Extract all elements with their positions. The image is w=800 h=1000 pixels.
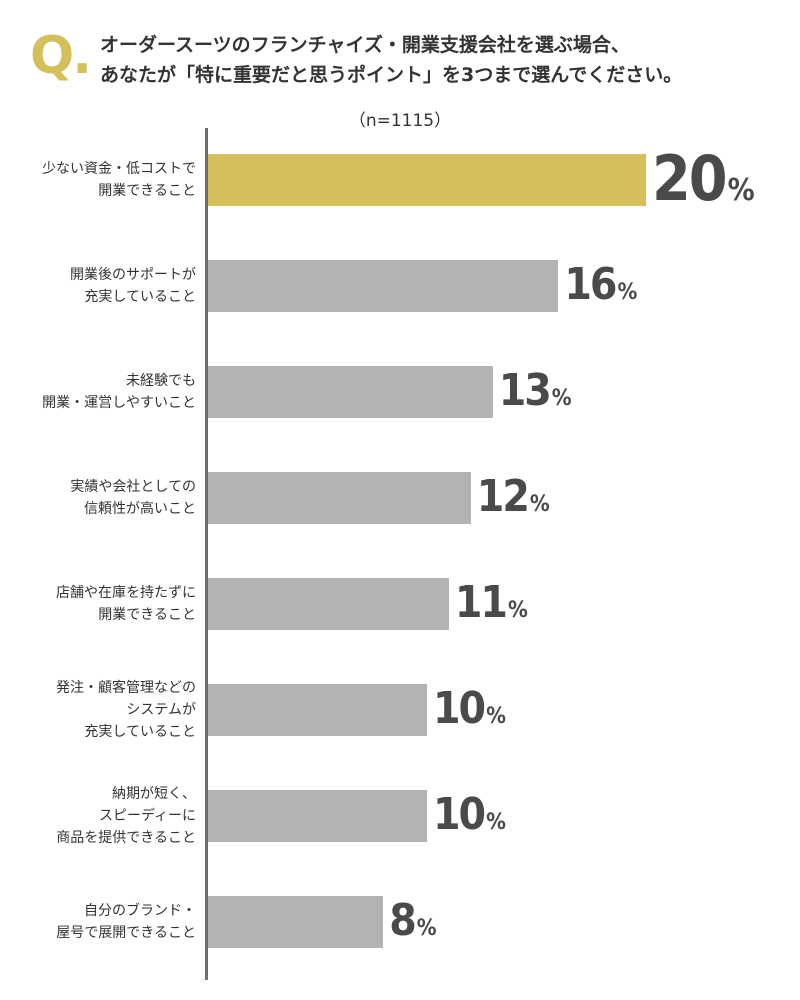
bar [208,472,471,524]
category-label-line: 店舗や在庫を持たずに [56,585,196,601]
value-label: 10% [433,793,506,837]
bar [208,578,449,630]
bar [208,896,384,948]
value-label: 10% [433,687,506,731]
value-unit: % [507,598,528,624]
category-label-line: 商品を提供できること [56,830,196,846]
category-label-line: 納期が短く、 [112,786,196,802]
category-label-line: 充実していること [84,289,196,305]
category-label: 未経験でも開業・運営しやすいこと [0,370,196,414]
category-label: 納期が短く、スピーディーに商品を提供できること [0,783,196,849]
category-label-line: 少ない資金・低コストで [42,161,196,177]
category-label: 店舗や在庫を持たずに開業できること [0,582,196,626]
category-label: 自分のブランド・屋号で展開できること [0,900,196,944]
value-number: 13 [498,365,552,417]
question-text: オーダースーツのフランチャイズ・開業支援会社を選ぶ場合、 あなたが「特に重要だと… [100,30,790,90]
bar [208,684,427,736]
value-label: 16% [564,263,637,307]
question-line-2: あなたが「特に重要だと思うポイント」を3つまで選んでください。 [100,64,683,86]
category-label-line: 開業・運営しやすいこと [42,395,196,411]
value-label: 13% [499,369,572,413]
category-label: 開業後のサポートが充実していること [0,264,196,308]
value-unit: % [486,704,506,730]
category-label-line: 充実していること [84,724,196,740]
sample-size-label: （n=1115） [348,111,452,131]
value-number: 8 [389,895,417,947]
value-number: 10 [433,683,486,735]
value-number: 10 [433,789,486,841]
bar [208,154,646,206]
y-axis-line [205,128,208,980]
bar [208,260,559,312]
category-label-line: 屋号で展開できること [56,925,196,941]
bar [208,366,493,418]
value-number: 11 [454,577,508,629]
category-label-line: 自分のブランド・ [84,903,196,919]
category-label-line: 信頼性が高いこと [84,501,196,517]
value-number: 12 [476,471,530,523]
category-label-line: 未経験でも [126,373,196,389]
category-label: 実績や会社としての信頼性が高いこと [0,476,196,520]
category-label-line: スピーディーに [98,808,196,824]
value-number: 20 [652,141,728,215]
value-unit: % [617,280,638,306]
category-label-line: システムが [126,702,196,718]
category-label-line: 開業できること [98,183,196,199]
value-unit: % [416,916,437,942]
value-unit: % [486,810,506,836]
value-unit: % [529,492,550,518]
category-label: 少ない資金・低コストで開業できること [0,158,196,202]
category-label-line: 開業後のサポートが [70,267,196,283]
bar [208,790,427,842]
value-label: 11% [455,581,528,625]
value-unit: % [551,386,572,412]
category-label: 発注・顧客管理などのシステムが充実していること [0,677,196,743]
value-label: 20% [652,147,755,210]
category-label-line: 実績や会社としての [70,479,196,495]
category-label-line: 開業できること [98,607,196,623]
category-label-line: 発注・顧客管理などの [56,680,196,696]
value-label: 8% [389,899,436,943]
question-mark: Q. [30,26,92,86]
value-label: 12% [477,475,550,519]
question-line-1: オーダースーツのフランチャイズ・開業支援会社を選ぶ場合、 [100,34,630,56]
value-number: 16 [564,259,617,311]
value-unit: % [727,172,755,208]
